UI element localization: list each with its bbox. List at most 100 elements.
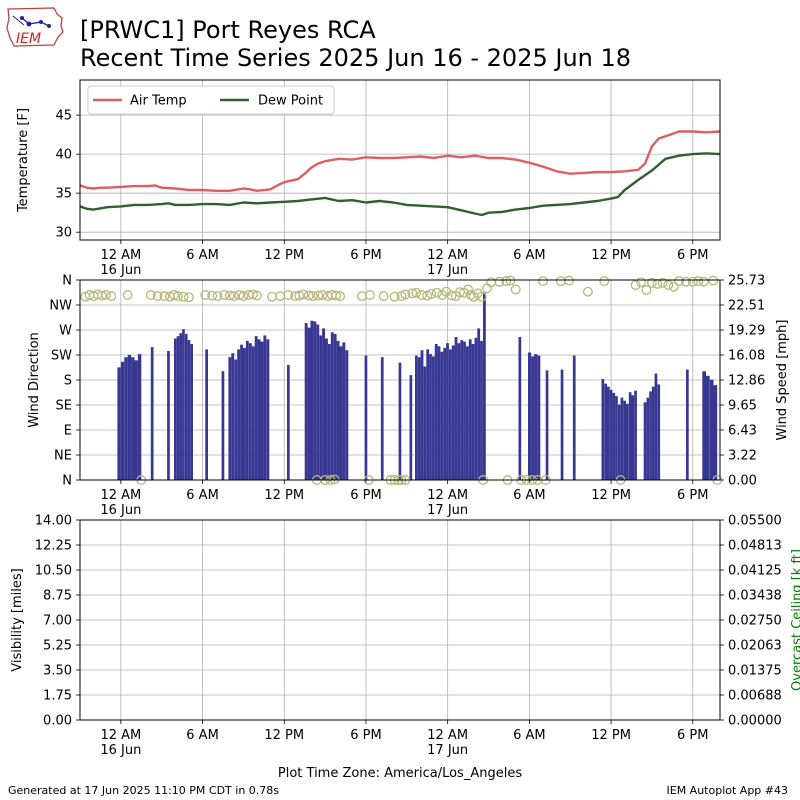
visibility-tick-label: 14.00 [35, 514, 72, 529]
wind-direction-point [411, 287, 422, 298]
wind-speed-bar [460, 340, 464, 480]
wind-speed-bar [127, 354, 132, 480]
wind-speed-bar [245, 340, 249, 480]
wind-direction-point [687, 276, 698, 287]
wind-direction-point [636, 277, 646, 288]
wind-speed-bar [620, 397, 624, 480]
wind-speed-bar [446, 343, 449, 480]
wind-direction-point [173, 291, 183, 302]
visibility-tick-label: 5.25 [43, 639, 72, 654]
wind-speed-bar [468, 339, 472, 480]
wind-speed-bar [604, 383, 607, 480]
wind-speed-bar [713, 385, 718, 480]
wind-direction-point [252, 290, 262, 301]
wind-direction-tick-label: S [64, 374, 72, 389]
wind-speed-bar [131, 357, 135, 480]
wind-direction-point [183, 292, 194, 303]
wind-speed-bar [184, 333, 188, 480]
wind-speed-bar [182, 329, 185, 480]
wind-direction-point [681, 276, 691, 287]
footer-app-label: IEM Autoplot App #43 [666, 784, 789, 797]
x-tick-label: 12 AM [427, 728, 468, 743]
wind-plot-frame [79, 279, 721, 481]
visibility-tick-label: 7.00 [43, 614, 72, 629]
x-tick-label: 12 AM [100, 248, 141, 263]
wind-direction-point [538, 276, 548, 287]
wind-speed-bar [237, 349, 241, 480]
wind-direction-point [106, 291, 117, 302]
wind-direction-point [431, 287, 442, 298]
wind-direction-point [303, 290, 314, 301]
ceiling-axis-label: Overcast Ceiling [k ft] [790, 549, 800, 691]
wind-speed-bar [686, 369, 689, 480]
wind-speed-bar [380, 357, 384, 480]
wind-direction-point [407, 288, 418, 299]
x-axis-label: Plot Time Zone: America/Los_Angeles [278, 766, 522, 781]
x-tick-label: 12 AM [100, 488, 141, 503]
wind-direction-point [693, 276, 704, 287]
wind-speed-bar [398, 362, 402, 480]
wind-direction-point [446, 290, 457, 301]
x-tick-label: 6 AM [513, 728, 546, 743]
wind-speed-bar [254, 336, 258, 480]
wind-speed-bar [437, 346, 441, 480]
x-tick-label: 6 AM [513, 488, 546, 503]
wind-speed-bar [423, 366, 427, 480]
x-tick-sublabel: 16 Jun [100, 503, 141, 518]
wind-speed-bar [483, 292, 486, 480]
x-tick-label: 12 AM [100, 728, 141, 743]
legend-air-temp-label: Air Temp [130, 94, 187, 109]
wind-direction-axis-label: Wind Direction [27, 332, 42, 428]
wind-direction-point [555, 276, 566, 287]
wind-direction-point [426, 288, 437, 299]
wind-direction-point [563, 275, 574, 286]
wind-direction-tick-label: N [62, 274, 72, 289]
wind-speed-tick-label: 19.29 [728, 324, 765, 339]
wind-speed-tick-label: 16.08 [728, 349, 765, 364]
wind-speed-bar [657, 384, 661, 480]
wind-direction-point [486, 277, 497, 288]
wind-speed-bar [623, 400, 626, 480]
wind-speed-bar [626, 403, 629, 480]
wind-speed-bar [537, 355, 541, 480]
wind-speed-bar [466, 346, 469, 480]
wind-speed-bar [531, 356, 535, 480]
wind-direction-tick-label: SW [51, 349, 72, 364]
wind-direction-point [307, 291, 318, 302]
wind-speed-bar [319, 335, 323, 480]
wind-direction-point [283, 290, 294, 300]
y-tick-label: 30 [55, 226, 72, 241]
wind-speed-tick-label: 0.00 [728, 474, 757, 489]
temperature-plot-frame [79, 79, 721, 241]
wind-direction-point [275, 291, 286, 302]
x-tick-sublabel: 17 Jun [427, 743, 468, 758]
wind-direction-point [313, 290, 324, 301]
wind-speed-bar [646, 397, 650, 480]
wind-direction-point [152, 291, 163, 302]
wind-speed-bar [560, 369, 564, 480]
dew-point-line [79, 152, 721, 217]
logo-text: IEM [16, 31, 41, 47]
wind-direction-point [463, 284, 474, 295]
visibility-tick-label: 10.50 [35, 564, 72, 579]
air-temp-line [79, 130, 721, 193]
visibility-tick-label: 3.50 [43, 664, 72, 679]
wind-direction-point [96, 290, 107, 301]
chart-title: [PRWC1] Port Reyes RCA [80, 16, 376, 44]
y-tick-label: 40 [55, 148, 72, 163]
wind-speed-bar [572, 355, 576, 480]
x-tick-label: 12 PM [591, 488, 631, 503]
ceiling-tick-label: 0.00000 [728, 714, 782, 729]
wind-speed-tick-label: 3.22 [728, 449, 757, 464]
ceiling-tick-label: 0.04125 [728, 564, 782, 579]
wind-speed-bar [471, 344, 475, 480]
wind-speed-bar [454, 337, 458, 480]
wind-speed-bar [474, 337, 478, 480]
wind-speed-bar [477, 328, 481, 480]
wind-direction-point [378, 291, 389, 302]
wind-direction-point [698, 276, 709, 287]
wind-direction-point [365, 290, 375, 300]
wind-speed-bar [187, 340, 191, 480]
wind-speed-bar [654, 373, 658, 480]
y-tick-label: 35 [55, 187, 72, 202]
